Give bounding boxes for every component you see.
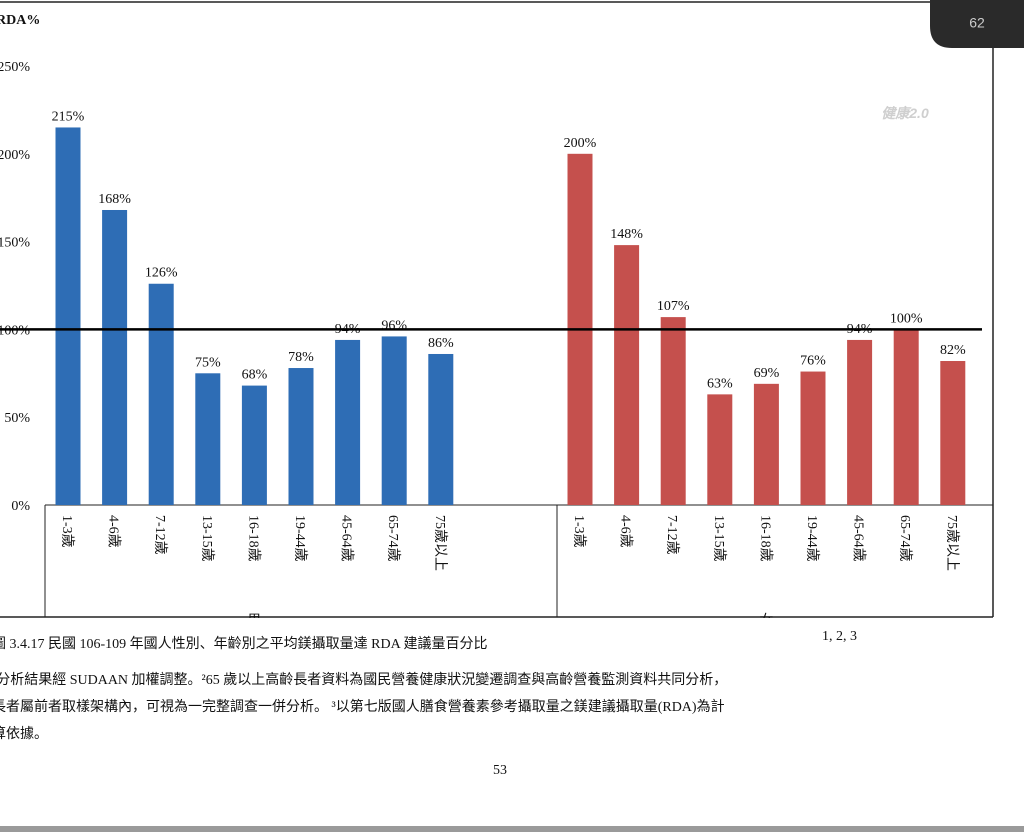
x-tick-label: 16-18歲 [757,515,773,562]
bar [288,368,314,505]
bar [614,245,640,505]
x-tick-label: 1-3歲 [59,515,75,548]
bar [241,385,267,505]
x-tick-label: 4-6歲 [618,515,634,548]
data-label: 82% [940,343,966,358]
data-label: 86% [428,336,454,351]
x-tick-label: 19-44歲 [292,515,308,562]
caption: 圖 3.4.17 民國 106-109 年國人性別、年齡別之平均鎂攝取量達 RD… [0,635,487,652]
x-tick-label: 13-15歲 [199,515,215,562]
x-tick-label: 16-18歲 [245,515,261,562]
bar [55,127,81,506]
data-label: 69% [754,366,780,381]
note-line: 長者屬前者取樣架構內，可視為一完整調查一併分析。 ³以第七版國人膳食營養素參考攝… [0,698,725,715]
bar [800,371,826,505]
bar [102,209,128,505]
y-tick-label: 250% [0,60,30,75]
y-tick-label: 50% [4,411,30,426]
logo: 健康2.0 [881,105,929,121]
page-badge [930,0,1024,48]
data-label: 76% [800,354,826,369]
x-tick-label: 65-74歲 [897,515,913,562]
bar [940,361,966,505]
data-label: 168% [98,192,131,207]
bottom-strip [0,826,1024,832]
label-crop [0,618,993,632]
data-label: 215% [52,109,85,124]
y-tick-label: 0% [11,499,30,514]
data-label: 68% [242,368,268,383]
y-tick-label: 200% [0,148,30,163]
note-line: ¹分析結果經 SUDAAN 加權調整。²65 歲以上高齡長者資料為國民營養健康狀… [0,671,727,688]
x-tick-label: 1-3歲 [571,515,587,548]
x-tick-label: 19-44歲 [804,515,820,562]
x-tick-label: 65-74歲 [385,515,401,562]
x-tick-label: 7-12歲 [152,515,168,555]
bar [148,283,174,505]
bar [707,394,733,505]
data-label: 63% [707,376,733,391]
note-line: 算依據。 [0,726,48,742]
data-label: 107% [657,299,690,314]
x-tick-label: 75歲以上 [432,515,448,571]
caption-refs: 1, 2, 3 [822,629,857,644]
x-tick-label: 4-6歲 [106,515,122,548]
bar [195,373,221,505]
bar [428,353,454,505]
x-tick-label: 7-12歲 [664,515,680,555]
data-label: 75% [195,355,221,370]
page-number: 53 [493,763,507,778]
bar [893,329,919,505]
y-tick-label: 150% [0,236,30,251]
data-label: 200% [564,136,597,151]
bar [753,383,779,505]
data-label: 126% [145,266,178,281]
x-tick-label: 45-64歲 [851,515,867,562]
badge-text: 62 [969,15,985,31]
bar [847,339,873,505]
bar [381,336,407,505]
x-tick-label: 13-15歲 [711,515,727,562]
x-tick-label: 75歲以上 [944,515,960,571]
bar [335,339,361,505]
chart-title: RDA% [0,13,40,28]
x-tick-label: 45-64歲 [339,515,355,562]
data-label: 100% [890,311,923,326]
bar [660,317,686,505]
data-label: 78% [288,350,314,365]
data-label: 96% [381,318,407,333]
y-tick-label: 100% [0,323,30,338]
data-label: 148% [610,227,643,242]
